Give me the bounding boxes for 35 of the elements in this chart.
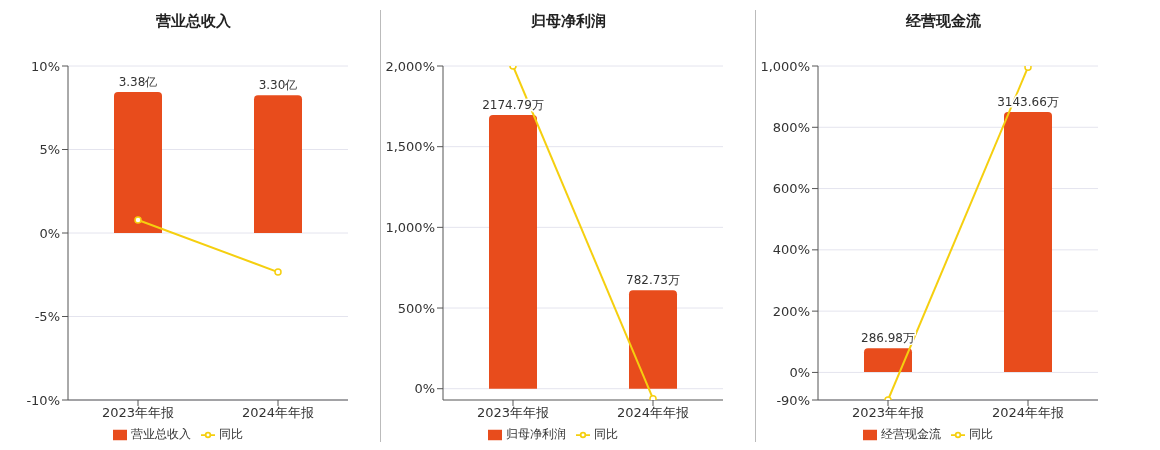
x-tick-label: 2023年年报: [476, 405, 550, 421]
y-tick-label: 0%: [789, 365, 810, 381]
y-tick-label: 200%: [772, 303, 810, 319]
y-tick-label: 1,000%: [385, 219, 435, 235]
data-label: 782.73万: [626, 273, 680, 288]
legend-label: 同比: [219, 427, 243, 441]
y-tick-label: -10%: [26, 392, 60, 408]
legend-label: 同比: [594, 427, 618, 441]
chart-title: 经营现金流: [904, 12, 982, 32]
x-tick-label: 2024年年报: [991, 405, 1065, 421]
y-tick-label: 400%: [772, 242, 810, 258]
y-tick-label: 2,000%: [385, 58, 435, 74]
y-tick-label: 5%: [39, 142, 60, 158]
y-tick-label: 500%: [397, 300, 435, 316]
chart-title: 归母净利润: [529, 12, 607, 32]
data-label: 3.38亿: [118, 74, 158, 89]
y-tick-label: 1,500%: [385, 139, 435, 155]
x-tick-label: 2023年年报: [851, 405, 925, 421]
y-tick-label: 1,000%: [760, 58, 810, 74]
x-tick-label: 2024年年报: [241, 405, 315, 421]
legend-label: 归母净利润: [506, 427, 566, 441]
legend-label: 同比: [969, 427, 993, 441]
legend-label: 营业总收入: [131, 427, 191, 441]
legend-label: 经营现金流: [881, 427, 941, 441]
x-tick-label: 2023年年报: [101, 405, 175, 421]
y-tick-label: 800%: [772, 119, 810, 135]
y-tick-label: 10%: [31, 58, 60, 74]
y-tick-label: 0%: [414, 381, 435, 397]
y-tick-label: -90%: [776, 392, 810, 408]
chart-title: 营业总收入: [154, 12, 232, 32]
data-label: 3.30亿: [258, 78, 298, 93]
y-tick-label: 0%: [39, 225, 60, 241]
x-tick-label: 2024年年报: [616, 405, 690, 421]
y-tick-label: 600%: [772, 181, 810, 197]
y-tick-label: -5%: [34, 309, 60, 325]
